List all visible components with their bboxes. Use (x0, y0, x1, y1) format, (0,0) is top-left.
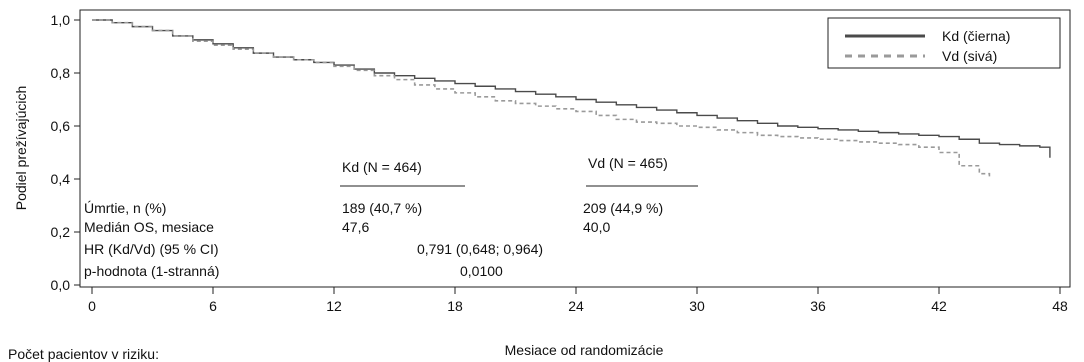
y-axis-label: Podiel prežívajúcich (13, 86, 29, 211)
x-axis-label: Mesiace od randomizácie (505, 342, 664, 358)
stats-annotation: Kd (N = 464) Vd (N = 465) Úmrtie, n (%) … (84, 155, 698, 279)
legend: Kd (čierna) Vd (sivá) (827, 17, 1061, 69)
kd-header: Kd (N = 464) (342, 159, 422, 175)
y-tick-label: 0,2 (51, 224, 71, 240)
y-tick-label: 0,8 (51, 65, 71, 81)
row-median-label: Medián OS, mesiace (84, 219, 214, 235)
legend-label-kd: Kd (čierna) (942, 28, 1010, 44)
row-hr-label: HR (Kd/Vd) (95 % CI) (84, 241, 219, 257)
series-layer (92, 19, 1051, 177)
row-median-kd: 47,6 (342, 219, 369, 235)
row-median-vd: 40,0 (583, 219, 610, 235)
row-deaths-label: Úmrtie, n (%) (84, 200, 166, 216)
x-axis: 0 6 12 18 24 30 36 42 48 (88, 287, 1068, 314)
x-tick-label: 48 (1052, 298, 1068, 314)
x-tick-label: 6 (209, 298, 217, 314)
x-tick-label: 0 (88, 298, 96, 314)
y-tick-label: 0,0 (51, 277, 71, 293)
row-deaths-kd: 189 (40,7 %) (342, 200, 422, 216)
series-line-0 (92, 19, 1051, 158)
x-tick-label: 24 (568, 298, 584, 314)
y-tick-label: 0,6 (51, 118, 71, 134)
row-p-value: 0,0100 (460, 263, 503, 279)
x-tick-label: 12 (326, 298, 342, 314)
row-p-label: p-hodnota (1-stranná) (84, 263, 219, 279)
x-tick-label: 18 (447, 298, 463, 314)
x-tick-label: 30 (689, 298, 705, 314)
series-line-1 (92, 19, 991, 177)
x-tick-label: 42 (931, 298, 947, 314)
at-risk-label: Počet pacientov v riziku: (8, 346, 159, 362)
legend-label-vd: Vd (sivá) (942, 48, 997, 64)
vd-header: Vd (N = 465) (588, 155, 668, 171)
row-deaths-vd: 209 (44,9 %) (583, 200, 663, 216)
legend-box (827, 17, 1061, 69)
y-tick-label: 1,0 (51, 12, 71, 28)
row-hr-value: 0,791 (0,648; 0,964) (417, 241, 543, 257)
y-axis: 0,0 0,2 0,4 0,6 0,8 1,0 (51, 12, 80, 293)
y-tick-label: 0,4 (51, 171, 71, 187)
x-tick-label: 36 (810, 298, 826, 314)
plot-frame (79, 9, 1071, 288)
